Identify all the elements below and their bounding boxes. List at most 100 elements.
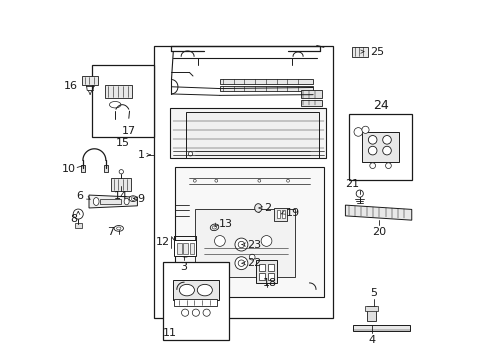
Bar [256,260,277,283]
Text: 2: 2 [264,203,271,213]
Ellipse shape [109,102,121,108]
Circle shape [383,146,392,155]
Circle shape [235,238,248,251]
Ellipse shape [179,284,195,296]
Circle shape [386,163,392,168]
Bar [274,208,287,221]
Bar [190,243,195,254]
Bar [105,85,132,98]
Bar [353,325,410,331]
Circle shape [287,179,290,182]
Bar [368,306,376,320]
Bar [300,100,322,106]
Text: 3: 3 [180,262,188,272]
Bar [172,280,219,300]
Text: 19: 19 [286,208,300,218]
Ellipse shape [180,249,188,255]
Circle shape [203,309,210,316]
Ellipse shape [177,247,191,257]
Text: 11: 11 [163,328,177,338]
Text: 5: 5 [370,288,378,298]
Bar [300,90,322,98]
Text: 9: 9 [137,194,145,204]
Circle shape [131,197,135,201]
Circle shape [181,309,189,316]
Bar [190,114,261,137]
Text: 24: 24 [373,99,389,112]
Circle shape [249,254,255,260]
Bar [81,165,85,172]
Bar [259,273,265,280]
Bar [104,165,108,172]
Circle shape [194,179,196,182]
Bar [74,224,82,228]
Text: 17: 17 [122,126,136,136]
Text: 15: 15 [116,138,130,148]
Circle shape [356,190,364,197]
Text: 6: 6 [76,191,84,201]
Circle shape [368,146,377,155]
Bar [276,210,280,219]
Bar [195,209,295,277]
Circle shape [354,128,363,136]
Bar [177,243,181,254]
Text: 4: 4 [369,335,376,345]
Text: 10: 10 [62,163,76,174]
Circle shape [235,257,248,270]
Polygon shape [170,108,326,158]
Ellipse shape [212,226,217,229]
Ellipse shape [93,198,99,206]
Circle shape [258,179,261,182]
Circle shape [215,235,225,246]
Text: 20: 20 [372,226,386,237]
Bar [352,46,368,57]
Bar [362,132,399,162]
Ellipse shape [124,198,129,205]
Ellipse shape [210,224,219,231]
Text: 8: 8 [71,214,77,224]
Bar [174,299,218,306]
Bar [365,306,378,311]
Text: 16: 16 [64,81,78,91]
Circle shape [261,235,272,246]
Circle shape [238,241,245,248]
Ellipse shape [197,284,212,296]
Circle shape [119,170,123,174]
Circle shape [192,309,199,316]
Bar [183,243,188,254]
Bar [186,112,318,158]
Circle shape [362,126,369,134]
Bar [111,178,131,191]
Circle shape [202,123,209,130]
Bar [175,167,324,297]
Text: 18: 18 [263,278,277,288]
Text: 7: 7 [107,227,114,237]
Bar [163,262,229,339]
Bar [153,45,333,318]
Ellipse shape [129,196,137,202]
Ellipse shape [255,204,262,212]
Circle shape [188,152,193,156]
Ellipse shape [117,227,121,230]
Bar [220,86,313,91]
Circle shape [240,123,247,130]
Circle shape [215,179,218,182]
Bar [220,79,313,84]
Polygon shape [89,195,137,208]
Text: 21: 21 [345,179,359,189]
Text: 22: 22 [247,258,261,268]
Text: 25: 25 [370,46,384,57]
Circle shape [370,163,375,168]
Circle shape [238,260,245,266]
Ellipse shape [114,226,123,231]
Bar [282,210,285,219]
Bar [268,264,274,271]
Bar [349,114,412,180]
Bar [92,65,154,137]
Bar [100,199,122,204]
Bar [82,76,98,85]
Circle shape [73,209,83,219]
Bar [174,240,196,256]
Text: 23: 23 [247,239,261,249]
Text: 1: 1 [138,150,146,160]
